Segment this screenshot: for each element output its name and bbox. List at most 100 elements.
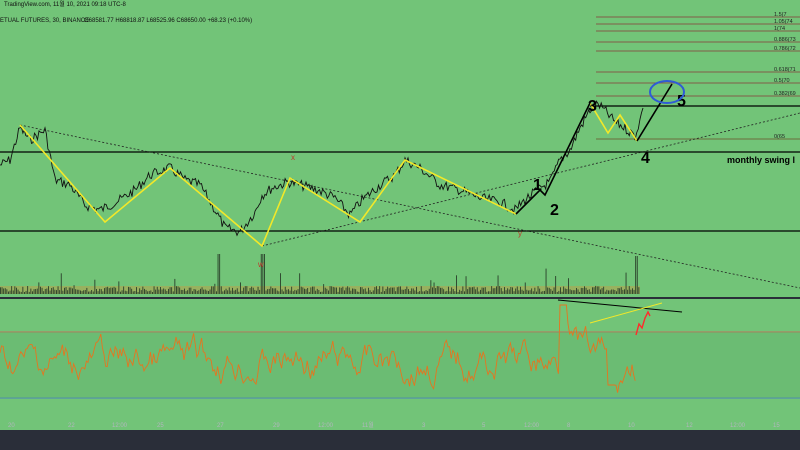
volume-bar	[248, 291, 249, 294]
volume-bar	[449, 291, 451, 294]
volume-bar	[580, 287, 582, 294]
x-tick-label: 20	[8, 423, 15, 429]
volume-bar	[275, 288, 277, 294]
fib-label: 0.382(69	[774, 91, 796, 97]
price-series	[0, 100, 644, 237]
volume-bar	[184, 288, 185, 294]
volume-bar	[201, 287, 203, 294]
volume-bar	[99, 288, 101, 294]
volume-bar	[46, 288, 48, 294]
volume-bar	[568, 278, 569, 294]
wave-label-1: 1	[533, 177, 542, 194]
volume-bar	[192, 291, 193, 294]
volume-bar	[433, 282, 435, 294]
volume-bar	[80, 290, 81, 294]
volume-bar	[220, 286, 222, 294]
volume-bar	[214, 283, 216, 294]
volume-bar	[411, 288, 413, 294]
volume-baseline	[0, 286, 640, 294]
volume-bar	[515, 288, 517, 294]
volume-bar	[504, 287, 505, 294]
volume-bar	[636, 256, 638, 294]
volume-bar	[52, 287, 54, 294]
volume-bar	[596, 286, 598, 294]
volume-bar	[462, 286, 464, 294]
volume-bar	[257, 286, 259, 294]
volume-bar	[174, 278, 176, 294]
volume-bar	[259, 289, 261, 294]
volume-bar	[571, 290, 573, 294]
volume-bar	[89, 291, 91, 294]
volume-bar	[57, 286, 59, 294]
volume-bar	[457, 292, 459, 294]
volume-bar	[145, 289, 147, 294]
target-ellipse	[649, 80, 685, 104]
volume-bar	[120, 291, 121, 294]
volume-bar	[569, 289, 571, 294]
volume-bar	[110, 287, 112, 294]
volume-bar	[43, 291, 45, 294]
volume-bar	[11, 286, 13, 294]
volume-bar	[542, 291, 544, 294]
volume-bar	[419, 291, 421, 294]
volume-bar	[388, 288, 390, 294]
volume-bar	[622, 289, 624, 294]
volume-bar	[240, 282, 241, 294]
volume-bar	[284, 286, 286, 294]
volume-bar	[553, 287, 555, 294]
volume-bar	[348, 287, 350, 294]
volume-bar	[200, 288, 201, 294]
volume-bar	[382, 286, 384, 294]
trendline-dotted	[261, 112, 800, 247]
wave-pattern-line	[589, 102, 638, 142]
rsi-line	[0, 304, 636, 393]
fib-label: 1.05(74	[774, 19, 793, 25]
volume-bar	[332, 286, 334, 294]
volume-bar	[403, 289, 405, 294]
volume-bar	[460, 290, 462, 294]
volume-bar	[521, 289, 523, 294]
volume-bar	[142, 286, 144, 294]
volume-bar	[81, 291, 83, 294]
volume-bar	[481, 287, 483, 294]
rsi-pane	[0, 304, 800, 398]
volume-bar	[392, 287, 393, 294]
volume-bar	[561, 291, 563, 294]
volume-bar	[320, 291, 321, 294]
volume-bar	[337, 291, 339, 294]
volume-bar	[532, 291, 534, 294]
volume-bar	[38, 282, 40, 294]
volume-bar	[491, 286, 493, 294]
volume-bar	[401, 289, 403, 294]
volume-bar	[276, 290, 278, 294]
x-tick-label: 27	[217, 423, 224, 429]
volume-bar	[558, 290, 560, 294]
volume-bar	[188, 287, 190, 294]
volume-bar	[611, 289, 613, 294]
volume-bar	[368, 287, 369, 294]
volume-bar	[73, 285, 75, 294]
volume-bar	[244, 286, 246, 294]
volume-bar	[4, 288, 6, 294]
volume-bar	[318, 290, 320, 294]
volume-bar	[427, 290, 429, 294]
volume-bar	[579, 291, 581, 294]
volume-bar	[456, 275, 457, 294]
volume-bar	[105, 287, 107, 294]
wave-label-3: 3	[588, 98, 597, 115]
volume-bar	[172, 291, 174, 294]
fib-retracement: 1.5(71.05(741(74 0.886(73 0.786(72 0.618(71…	[596, 12, 800, 140]
volume-bar	[49, 290, 51, 294]
volume-bar	[635, 256, 637, 294]
volume-bar	[414, 290, 416, 294]
volume-bar	[132, 291, 134, 294]
rsi-highlight-line	[635, 310, 651, 336]
volume-bar	[395, 291, 397, 294]
volume-bar	[286, 289, 288, 294]
impulse-wave-line	[515, 102, 591, 215]
volume-bar	[369, 290, 371, 294]
wave-labels: 12 3 4 5 x y w	[257, 93, 686, 269]
volume-bar	[136, 287, 137, 294]
volume-bar	[147, 291, 149, 294]
